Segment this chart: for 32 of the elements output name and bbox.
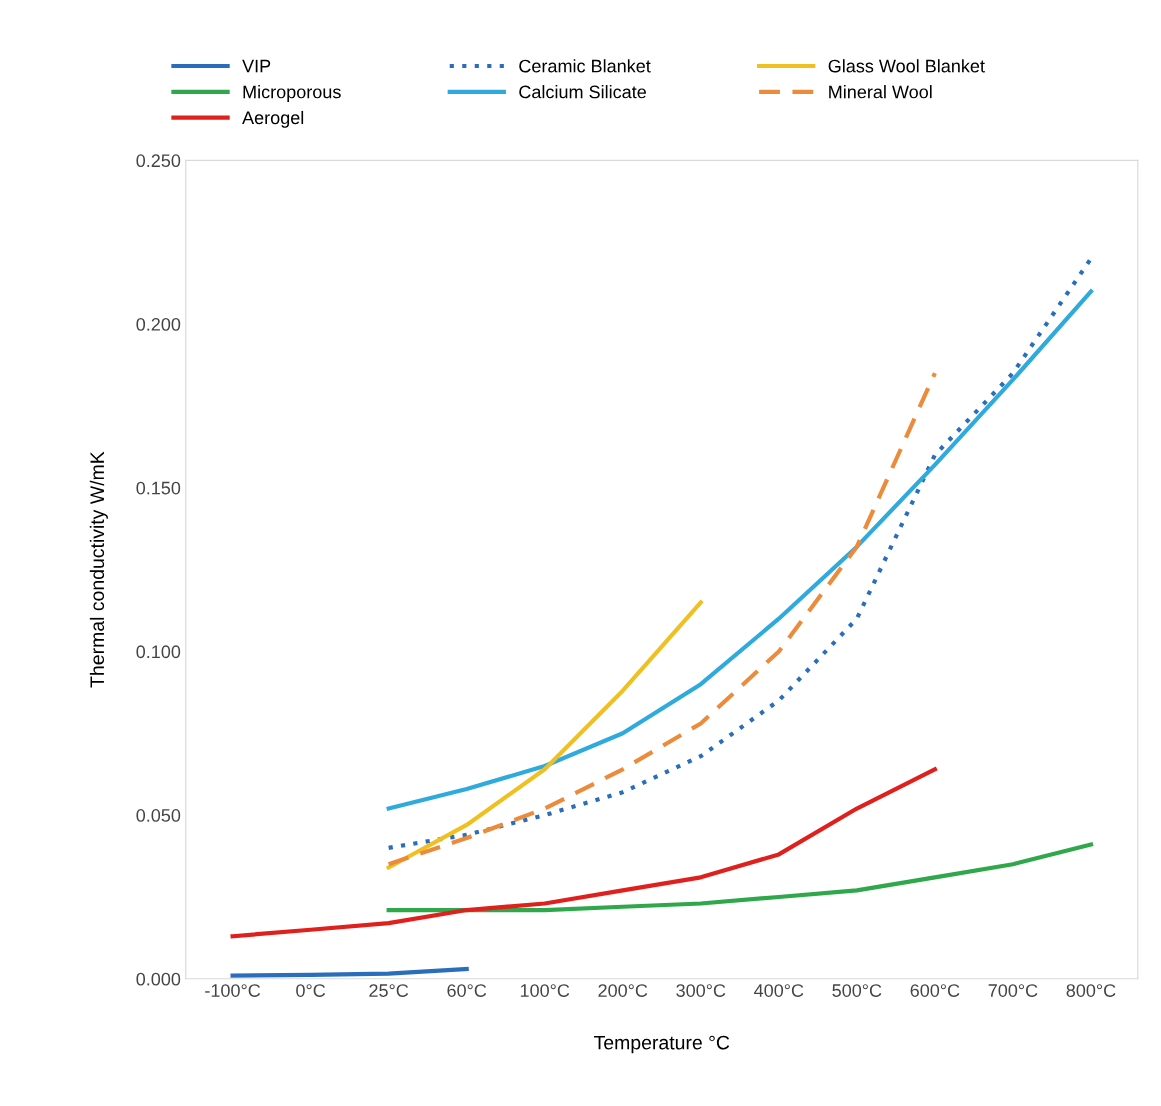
- legend-label: Mineral Wool: [829, 85, 932, 99]
- x-tick-label: 600°C: [910, 984, 960, 997]
- legend-label: Calcium Silicate: [519, 85, 646, 99]
- line-series: [386, 600, 703, 870]
- x-tick-label: 25°C: [369, 984, 409, 997]
- y-tick-label: 0.200: [136, 317, 181, 331]
- y-tick-label: 0.050: [136, 809, 181, 822]
- line-series: [230, 966, 469, 978]
- legend-label: Aerogel: [242, 110, 304, 128]
- x-axis-title: Temperature °C: [594, 1035, 730, 1054]
- x-tick-label: 100°C: [520, 984, 570, 997]
- x-tick-label: 0°C: [296, 984, 326, 997]
- legend-label: Glass Wool Blanket: [828, 59, 985, 73]
- y-tick-label: 0.250: [136, 154, 181, 168]
- x-tick-label: -100°C: [205, 984, 261, 997]
- x-tick-label: 400°C: [754, 984, 804, 997]
- x-tick-label: 60°C: [447, 984, 487, 997]
- y-tick-label: 0.000: [136, 972, 181, 986]
- x-tick-label: 800°C: [1066, 984, 1116, 997]
- line-series: [386, 371, 937, 867]
- legend-label: VIP: [242, 59, 271, 73]
- legend-label: Ceramic Blanket: [519, 59, 651, 73]
- x-tick-label: 700°C: [988, 984, 1038, 997]
- x-tick-label: 200°C: [598, 984, 648, 997]
- x-tick-label: 300°C: [676, 984, 726, 997]
- line-series: [230, 767, 937, 939]
- x-tick-label: 500°C: [832, 984, 882, 997]
- legend-label: Microporous: [243, 85, 341, 102]
- y-tick-label: 0.100: [136, 645, 181, 659]
- y-axis-title: Thermal conductivity W/mK: [89, 451, 108, 688]
- y-tick-label: 0.150: [136, 481, 181, 495]
- line-series: [386, 842, 1094, 913]
